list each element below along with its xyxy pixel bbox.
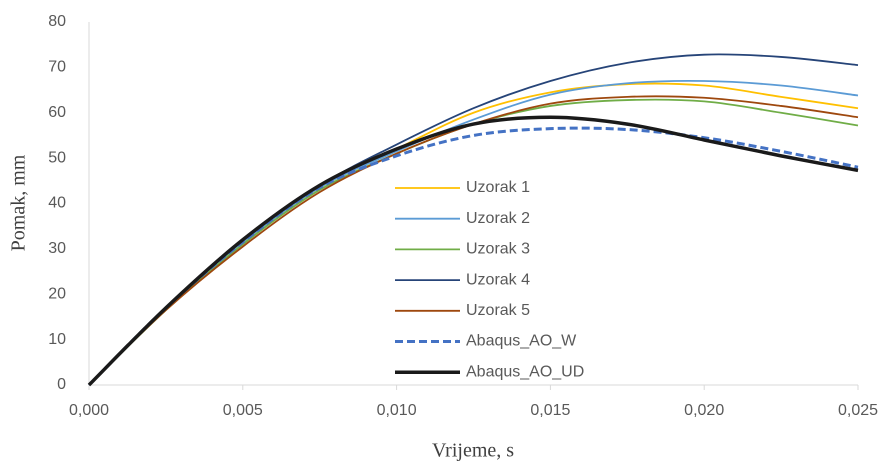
legend-label: Uzorak 5	[466, 302, 530, 319]
y-tick-label: 40	[48, 195, 66, 212]
y-tick-label: 70	[48, 59, 66, 76]
y-tick-label: 0	[57, 376, 66, 393]
x-tick-label: 0,010	[377, 402, 417, 419]
y-tick-label: 20	[48, 285, 66, 302]
x-axis-title: Vrijeme, s	[432, 440, 514, 462]
x-tick-label: 0,005	[223, 402, 263, 419]
x-tick-label: 0,015	[530, 402, 570, 419]
legend-label: Abaqus_AO_W	[466, 333, 577, 350]
x-tick-label: 0,020	[684, 402, 724, 419]
series-line	[87, 115, 859, 387]
y-tick-label: 30	[48, 240, 66, 257]
x-tick-label: 0,000	[69, 402, 109, 419]
x-tick-label: 0,025	[838, 402, 878, 419]
y-tick-label: 50	[48, 149, 66, 166]
legend-label: Uzorak 4	[466, 271, 530, 288]
y-axis-title: Pomak, mm	[8, 154, 30, 251]
legend-label: Uzorak 1	[466, 179, 530, 196]
y-tick-label: 60	[48, 104, 66, 121]
legend-label: Uzorak 2	[466, 210, 530, 227]
y-tick-label: 10	[48, 331, 66, 348]
legend-label: Abaqus_AO_UD	[466, 363, 584, 380]
y-tick-label: 80	[48, 13, 66, 30]
legend-label: Uzorak 3	[466, 241, 530, 258]
